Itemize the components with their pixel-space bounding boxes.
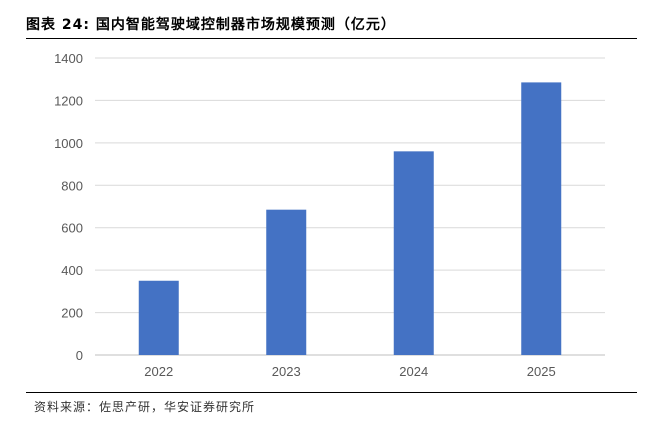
bar-2024	[393, 151, 434, 355]
bar-2025	[521, 82, 562, 356]
x-tick-label: 2023	[272, 364, 301, 379]
y-tick-label: 200	[61, 306, 83, 321]
bar-2022	[138, 280, 179, 355]
y-tick-label: 1400	[54, 51, 83, 66]
x-tick-label: 2022	[144, 364, 173, 379]
bars	[138, 82, 562, 356]
x-tick-label: 2025	[527, 364, 556, 379]
figure-title: 图表 24: 国内智能驾驶域控制器市场规模预测（亿元）	[26, 17, 396, 33]
bar-2023	[266, 209, 307, 355]
x-tick-label: 2024	[399, 364, 428, 379]
x-axis-ticks: 2022 2023 2024 2025	[144, 364, 555, 379]
y-tick-label: 0	[76, 348, 83, 363]
y-tick-label: 1200	[54, 93, 83, 108]
source-note: 资料来源：佐思产研，华安证券研究所	[34, 400, 256, 414]
gridlines	[95, 57, 605, 356]
y-tick-label: 600	[61, 221, 83, 236]
source-rule	[26, 392, 637, 393]
y-axis-ticks: 0 200 400 600 800 1000 1200 1400	[54, 51, 83, 363]
y-tick-label: 800	[61, 178, 83, 193]
title-rule	[26, 38, 637, 39]
y-tick-label: 400	[61, 263, 83, 278]
y-tick-label: 1000	[54, 136, 83, 151]
